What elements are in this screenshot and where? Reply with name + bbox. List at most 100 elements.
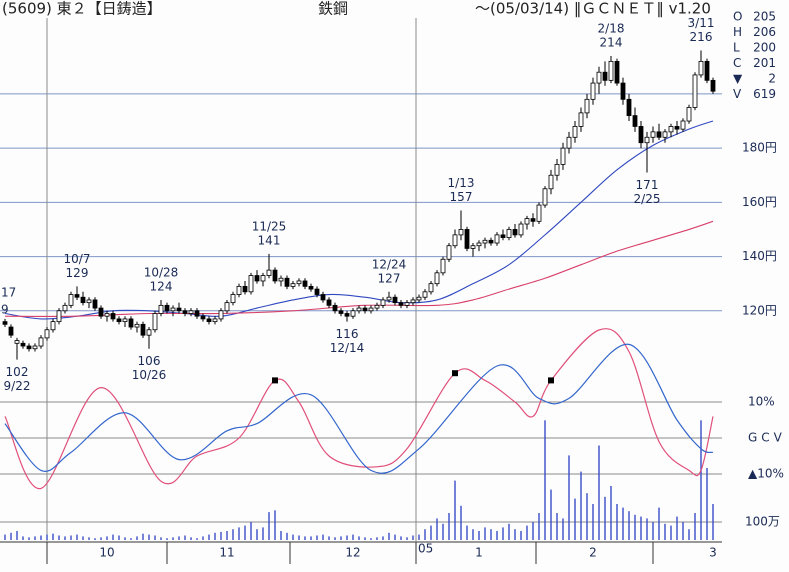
x-tick-label: 12	[345, 546, 360, 560]
x-tick-label: 10	[99, 546, 114, 560]
candle-body	[710, 79, 716, 92]
candle-body	[686, 107, 692, 122]
y-tick-label: 140円	[742, 249, 777, 263]
candle-body	[86, 299, 92, 304]
period: 〜(05/03/14) ‖ＧＣＮＥＴ‖ v1.20	[475, 0, 711, 18]
signal-marker	[548, 377, 554, 384]
annotation-value: 214	[600, 35, 623, 49]
candle-body	[428, 283, 434, 293]
candle-body	[62, 304, 68, 312]
candle-body	[458, 229, 464, 236]
quote-value: 205	[753, 10, 776, 24]
quote-value: 619	[753, 87, 776, 101]
annotation-value: 171	[636, 178, 659, 192]
candle-body	[194, 310, 200, 317]
candle-body	[110, 313, 116, 320]
quote-value: 206	[753, 25, 776, 39]
annotation-date: 1/13	[448, 176, 475, 190]
quote-label: L	[733, 41, 740, 55]
candle-body	[188, 310, 194, 314]
candle-body	[20, 342, 26, 347]
annotation-date: 11/25	[252, 219, 287, 233]
candle-body	[554, 163, 560, 176]
candle-body	[638, 126, 644, 144]
candle-body	[152, 313, 158, 331]
candle-body	[296, 280, 302, 285]
y-tick-label: 100万	[745, 515, 780, 529]
candle-body	[146, 329, 152, 336]
candle-body	[506, 229, 512, 238]
candle-body	[284, 277, 290, 287]
x-tick-label: 3	[709, 546, 717, 560]
candle-body	[170, 307, 176, 312]
candle-body	[380, 299, 386, 306]
candle-body	[548, 174, 554, 190]
quote-label: H	[733, 25, 742, 39]
x-tick-label: 1	[475, 546, 483, 560]
candle-body	[98, 307, 104, 317]
candle-body	[440, 258, 446, 274]
annotation-date: 12/24	[372, 257, 407, 271]
candle-body	[224, 302, 230, 312]
y-tick-label: GCV	[748, 431, 786, 445]
candle-body	[278, 277, 284, 282]
candle-body	[68, 294, 74, 306]
candle-body	[698, 60, 704, 76]
annotation-value: 216	[690, 30, 713, 44]
annotation-value: 141	[258, 233, 281, 247]
candle-body	[56, 310, 62, 323]
candle-body	[236, 285, 242, 295]
candle-body	[260, 275, 266, 282]
candle-body	[326, 299, 332, 306]
candle-body	[218, 310, 224, 320]
annotation-date: 10/28	[144, 265, 179, 279]
candle-body	[38, 337, 44, 347]
candle-body	[482, 239, 488, 244]
candle-body	[266, 269, 272, 276]
y-tick-label: 180円	[742, 141, 777, 155]
candle-body	[368, 307, 374, 312]
annotation-value: 116	[336, 327, 359, 341]
candle-body	[614, 60, 620, 84]
candle-body	[674, 126, 680, 130]
x-tick-label: 2	[589, 546, 597, 560]
candle-body	[488, 239, 494, 244]
candle-body	[650, 131, 656, 138]
candle-body	[470, 245, 476, 249]
candle-body	[464, 229, 470, 249]
candle-body	[590, 82, 596, 100]
candle-body	[50, 321, 56, 331]
quote-value: 200	[753, 41, 776, 55]
candle-body	[26, 345, 32, 350]
candle-body	[584, 98, 590, 114]
annotation-date: 3/11	[688, 16, 715, 30]
candle-body	[446, 245, 452, 260]
annotation-value: 157	[450, 190, 473, 204]
annotation-value: 129	[66, 266, 89, 280]
candle-body	[530, 218, 536, 222]
candle-body	[608, 60, 614, 81]
edge-label: 17	[1, 286, 16, 300]
candle-body	[476, 242, 482, 247]
candle-body	[230, 294, 236, 304]
annotation-date: 9/22	[4, 379, 31, 393]
candle-body	[392, 296, 398, 304]
candle-body	[14, 340, 20, 344]
candle-body	[422, 291, 428, 298]
annotation-date: 10/26	[132, 368, 167, 382]
oscillator-line	[4, 343, 714, 474]
y-tick-label: 120円	[742, 303, 777, 317]
candle-body	[182, 310, 188, 314]
candle-body	[104, 313, 110, 317]
quote-label: V	[733, 87, 742, 101]
annotation-date: 10/7	[64, 252, 91, 266]
annotation-value: 124	[150, 279, 173, 293]
candle-body	[410, 299, 416, 304]
candle-body	[668, 126, 674, 133]
candle-body	[602, 71, 608, 81]
candle-body	[704, 60, 710, 81]
candle-body	[404, 302, 410, 306]
signal-marker	[452, 370, 458, 377]
